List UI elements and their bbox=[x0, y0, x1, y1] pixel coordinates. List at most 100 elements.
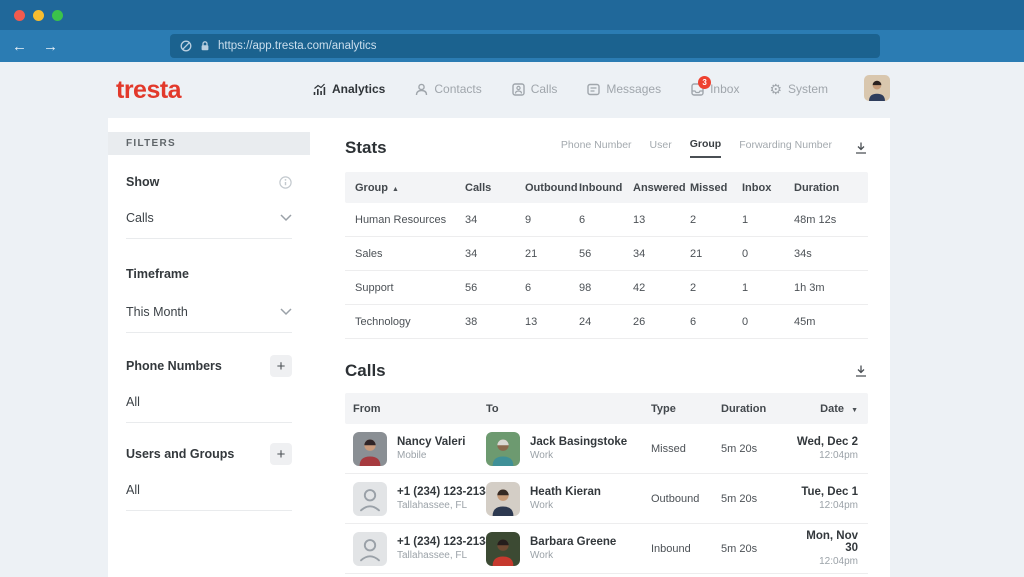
users-groups-value-row[interactable]: All bbox=[126, 483, 292, 511]
cell-inbound: 56 bbox=[579, 247, 592, 260]
call-to: Heath Kieran Work bbox=[486, 481, 651, 516]
inbox-badge: 3 bbox=[698, 75, 712, 89]
main-navigation: Analytics Contacts Calls Messages bbox=[313, 75, 828, 97]
call-row-3[interactable]: +1 (234) 123-2134 Tallahassee, FL Barbar… bbox=[345, 524, 868, 574]
filter-users-groups: Users and Groups + All bbox=[126, 443, 292, 511]
cell-answered: 34 bbox=[633, 247, 646, 260]
col-to[interactable]: To bbox=[486, 402, 499, 415]
stats-row-support[interactable]: Support 56 6 98 42 2 1 1h 3m bbox=[345, 271, 868, 305]
cell-calls: 34 bbox=[465, 213, 478, 226]
col-missed[interactable]: Missed bbox=[690, 181, 728, 194]
tab-group[interactable]: Group bbox=[689, 138, 722, 158]
cell-calls: 38 bbox=[465, 315, 478, 328]
calls-table-header: From To Type Duration Date ▼ bbox=[345, 393, 868, 424]
call-type: Outbound bbox=[651, 492, 700, 505]
calls-title: Calls bbox=[345, 361, 386, 380]
call-duration: 5m 20s bbox=[721, 542, 758, 555]
add-user-group-button[interactable]: + bbox=[270, 443, 292, 465]
cell-duration: 1h 3m bbox=[794, 281, 825, 294]
tab-forwarding-number[interactable]: Forwarding Number bbox=[739, 139, 832, 151]
cell-outbound: 9 bbox=[525, 213, 532, 226]
col-calls[interactable]: Calls bbox=[465, 181, 492, 194]
show-select-value: Calls bbox=[126, 211, 154, 225]
call-date: Wed, Dec 2 12:04pm bbox=[796, 436, 868, 461]
show-select[interactable]: Calls bbox=[126, 211, 292, 239]
tab-user[interactable]: User bbox=[649, 139, 672, 151]
address-bar[interactable]: https://app.tresta.com/analytics bbox=[170, 34, 880, 58]
to-sub: Work bbox=[530, 550, 554, 561]
col-date[interactable]: Date ▼ bbox=[820, 402, 858, 415]
cell-outbound: 13 bbox=[525, 315, 538, 328]
from-sub: Mobile bbox=[397, 450, 427, 461]
minimize-window-button[interactable] bbox=[33, 9, 44, 21]
filter-timeframe: Timeframe This Month bbox=[126, 265, 292, 333]
cell-inbox: 1 bbox=[742, 281, 749, 294]
download-stats-icon[interactable] bbox=[854, 141, 868, 155]
col-inbound[interactable]: Inbound bbox=[579, 181, 623, 194]
stats-row-technology[interactable]: Technology 38 13 24 26 6 0 45m bbox=[345, 305, 868, 339]
add-phone-number-button[interactable]: + bbox=[270, 355, 292, 377]
forward-button[interactable]: → bbox=[43, 37, 58, 55]
nav-label: Analytics bbox=[332, 82, 386, 96]
nav-item-system[interactable]: ⚙ System bbox=[769, 82, 828, 97]
call-to: Jack Basingstoke Work bbox=[486, 431, 651, 466]
call-duration: 5m 20s bbox=[721, 442, 758, 455]
cell-duration: 48m 12s bbox=[794, 213, 837, 226]
stats-row-sales[interactable]: Sales 34 21 56 34 21 0 34s bbox=[345, 237, 868, 271]
stats-title: Stats bbox=[345, 138, 387, 157]
cell-calls: 56 bbox=[465, 281, 478, 294]
call-type: Missed bbox=[651, 442, 686, 455]
info-icon[interactable] bbox=[279, 175, 292, 189]
timeframe-select-value: This Month bbox=[126, 305, 188, 319]
to-name: Barbara Greene bbox=[530, 536, 617, 548]
avatar-jack-basingstoke bbox=[486, 431, 520, 466]
col-inbox[interactable]: Inbox bbox=[742, 181, 772, 194]
tab-phone-number[interactable]: Phone Number bbox=[560, 139, 632, 151]
date-text: Mon, Nov 30 bbox=[806, 530, 858, 554]
call-row-1[interactable]: Nancy Valeri Mobile Jack Basingstoke Wor… bbox=[345, 424, 868, 474]
col-answered[interactable]: Answered bbox=[633, 181, 686, 194]
nav-item-analytics[interactable]: Analytics bbox=[313, 82, 385, 96]
nav-item-contacts[interactable]: Contacts bbox=[415, 82, 482, 96]
col-from[interactable]: From bbox=[353, 402, 381, 415]
user-avatar[interactable] bbox=[864, 75, 890, 101]
users-groups-value: All bbox=[126, 483, 140, 497]
call-row-2[interactable]: +1 (234) 123-2134 Tallahassee, FL Heath … bbox=[345, 474, 868, 524]
call-to: Barbara Greene Work bbox=[486, 531, 651, 566]
calls-icon bbox=[512, 82, 525, 96]
col-outbound[interactable]: Outbound bbox=[525, 181, 578, 194]
sort-desc-icon: ▼ bbox=[851, 406, 858, 414]
call-duration: 5m 20s bbox=[721, 492, 758, 505]
nav-label: Messages bbox=[606, 82, 662, 96]
time-text: 12:04pm bbox=[819, 556, 858, 567]
col-call-duration[interactable]: Duration bbox=[721, 402, 767, 415]
browser-toolbar: ← → https://app.tresta.com/analytics bbox=[0, 30, 1024, 62]
nav-item-calls[interactable]: Calls bbox=[512, 82, 557, 96]
messages-icon bbox=[587, 83, 601, 96]
cell-missed: 6 bbox=[690, 315, 697, 328]
cell-inbound: 24 bbox=[579, 315, 592, 328]
cell-duration: 45m bbox=[794, 315, 816, 328]
tresta-logo[interactable]: tresta bbox=[116, 76, 182, 104]
cell-missed: 2 bbox=[690, 213, 697, 226]
back-button[interactable]: ← bbox=[12, 37, 27, 55]
col-group[interactable]: Group ▲ bbox=[355, 181, 399, 194]
call-from: Nancy Valeri Mobile bbox=[353, 431, 486, 466]
nav-item-messages[interactable]: Messages bbox=[587, 82, 661, 96]
calls-header: Calls bbox=[345, 361, 868, 381]
download-calls-icon[interactable] bbox=[854, 364, 868, 378]
close-window-button[interactable] bbox=[14, 9, 25, 21]
contacts-icon bbox=[415, 83, 428, 96]
stats-header: Stats Phone Number User Group Forwarding… bbox=[345, 138, 868, 158]
col-type[interactable]: Type bbox=[651, 402, 676, 415]
maximize-window-button[interactable] bbox=[52, 9, 63, 21]
to-name: Jack Basingstoke bbox=[530, 436, 628, 448]
nav-item-inbox[interactable]: 3 Inbox bbox=[691, 75, 739, 96]
col-duration[interactable]: Duration bbox=[794, 181, 840, 194]
stats-row-human-resources[interactable]: Human Resources 34 9 6 13 2 1 48m 12s bbox=[345, 203, 868, 237]
timeframe-select[interactable]: This Month bbox=[126, 305, 292, 333]
phone-numbers-value: All bbox=[126, 395, 140, 409]
time-text: 12:04pm bbox=[819, 500, 858, 511]
phone-numbers-value-row[interactable]: All bbox=[126, 395, 292, 423]
